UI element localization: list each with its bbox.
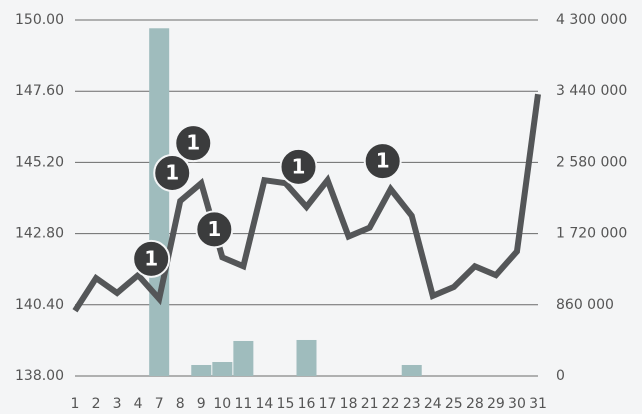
annotation-label: 1 <box>292 154 306 178</box>
x-tick-label: 30 <box>508 396 526 412</box>
x-tick-label: 15 <box>277 396 295 412</box>
x-tick-label: 28 <box>466 396 484 412</box>
annotation-label: 1 <box>376 149 390 173</box>
annotation-label: 1 <box>144 246 158 270</box>
x-tick-label: 17 <box>319 396 337 412</box>
annotation-marker: 1 <box>363 142 402 181</box>
annotation-marker: 1 <box>195 210 234 249</box>
bar <box>191 364 212 376</box>
x-tick-label: 22 <box>382 396 400 412</box>
annotation-marker: 1 <box>279 147 318 186</box>
y-tick-label: 150.00 <box>15 12 64 28</box>
bar <box>296 339 317 376</box>
x-tick-label: 24 <box>424 396 442 412</box>
annotation-label: 1 <box>165 160 179 184</box>
y-tick-label: 142.80 <box>15 226 64 242</box>
y2-tick-label: 1 720 000 <box>556 226 627 242</box>
x-tick-label: 31 <box>529 396 547 412</box>
x-tick-label: 8 <box>176 396 185 412</box>
x-tick-label: 21 <box>361 396 379 412</box>
x-tick-label: 18 <box>340 396 358 412</box>
y2-tick-label: 2 580 000 <box>556 154 627 170</box>
annotation-circle <box>363 142 402 181</box>
x-tick-label: 14 <box>255 396 273 412</box>
x-tick-label: 9 <box>197 396 206 412</box>
x-tick-label: 3 <box>113 396 122 412</box>
x-tick-label: 7 <box>155 396 164 412</box>
bar <box>233 340 254 376</box>
annotation-label: 1 <box>207 217 221 241</box>
y-tick-label: 145.20 <box>15 154 64 170</box>
annotation-label: 1 <box>186 131 200 155</box>
annotation-marker: 1 <box>132 239 171 278</box>
y2-tick-label: 860 000 <box>556 297 614 313</box>
x-tick-label: 25 <box>445 396 463 412</box>
x-tick-label: 10 <box>213 396 231 412</box>
annotation-circle <box>195 210 234 249</box>
bar <box>212 362 233 376</box>
x-tick-label: 23 <box>403 396 421 412</box>
annotation-marker: 1 <box>153 153 192 192</box>
x-tick-label: 11 <box>234 396 252 412</box>
annotation-circle <box>279 147 318 186</box>
price-line <box>72 93 541 313</box>
y-tick-label: 140.40 <box>15 297 64 313</box>
bar <box>401 364 422 376</box>
annotation-circle <box>153 153 192 192</box>
x-tick-label: 2 <box>92 396 101 412</box>
x-tick-label: 29 <box>487 396 505 412</box>
y-tick-label: 147.60 <box>15 83 64 99</box>
annotation-circle <box>174 124 213 163</box>
y2-tick-label: 4 300 000 <box>556 12 627 28</box>
annotation-marker: 1 <box>174 124 213 163</box>
y2-tick-label: 3 440 000 <box>556 83 627 99</box>
y-tick-label: 138.00 <box>15 368 64 384</box>
x-tick-label: 1 <box>71 396 80 412</box>
x-tick-label: 16 <box>298 396 316 412</box>
annotation-circle <box>132 239 171 278</box>
bar <box>149 28 170 376</box>
y2-tick-label: 0 <box>556 368 565 384</box>
x-tick-label: 4 <box>134 396 143 412</box>
